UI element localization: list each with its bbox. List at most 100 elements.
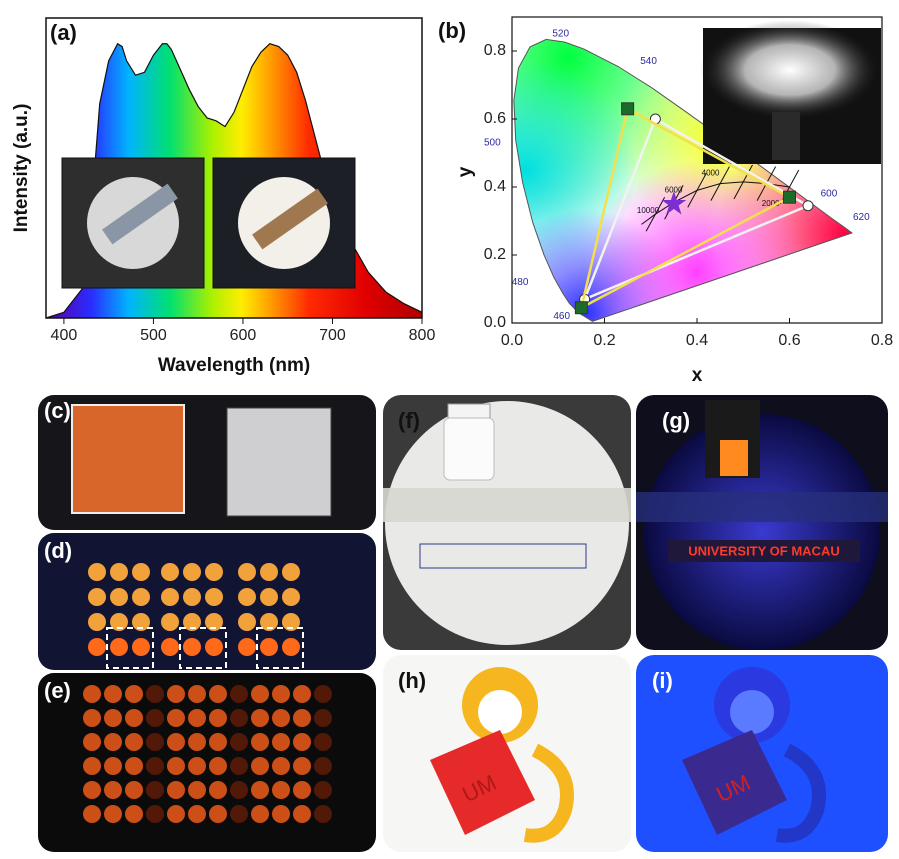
well: [104, 733, 122, 751]
x-axis-title: x: [692, 365, 703, 386]
well: [272, 733, 290, 751]
locus-label: 540: [640, 56, 657, 67]
y-tick-label: 0.4: [484, 178, 506, 195]
well: [125, 685, 143, 703]
well: [188, 709, 206, 727]
well: [83, 805, 101, 823]
well: [238, 563, 256, 581]
well: [209, 685, 227, 703]
well: [293, 709, 311, 727]
y-tick-label: 0.2: [484, 246, 506, 263]
figure: (c) (d) (e) (f) (g) (h) (i) UNIVERSITY O…: [0, 0, 899, 854]
well: [209, 733, 227, 751]
cie-blob: [586, 161, 808, 383]
well: [161, 638, 179, 656]
well: [238, 638, 256, 656]
inset-lamp: [772, 112, 800, 160]
well: [125, 805, 143, 823]
well: [167, 781, 185, 799]
well: [260, 563, 278, 581]
point: [575, 302, 587, 314]
panel-label: (a): [50, 20, 77, 45]
well: [251, 781, 269, 799]
well: [132, 638, 150, 656]
well: [251, 757, 269, 775]
well: [230, 781, 248, 799]
well: [146, 685, 164, 703]
well: [293, 781, 311, 799]
well: [272, 685, 290, 703]
page: (c) (d) (e) (f) (g) (h) (i) UNIVERSITY O…: [0, 0, 899, 859]
locus-label: 620: [853, 212, 870, 223]
well: [272, 709, 290, 727]
well: [293, 733, 311, 751]
well: [125, 733, 143, 751]
x-tick-label: 600: [230, 327, 257, 344]
well: [251, 805, 269, 823]
y-axis-title: Intensity (a.u.): [11, 104, 32, 233]
locus-label: 460: [553, 311, 570, 322]
locus-label: 600: [821, 188, 838, 199]
well: [188, 805, 206, 823]
well: [205, 638, 223, 656]
well: [238, 588, 256, 606]
well: [293, 685, 311, 703]
photo-d: [38, 533, 376, 670]
x-tick-label: 0.4: [686, 332, 708, 349]
cct-label: 10000: [637, 206, 660, 215]
inset-glow: [700, 20, 880, 120]
well: [272, 781, 290, 799]
y-axis-title: y: [455, 166, 476, 177]
well: [251, 733, 269, 751]
well: [205, 588, 223, 606]
well: [83, 685, 101, 703]
well: [293, 805, 311, 823]
panel-label: (f): [398, 408, 420, 433]
well: [88, 638, 106, 656]
well: [110, 588, 128, 606]
well: [230, 709, 248, 727]
cct-label: 4000: [702, 169, 720, 178]
well: [205, 563, 223, 581]
photo-f: [383, 395, 631, 650]
locus-label: 520: [552, 29, 569, 40]
panel-label: (c): [44, 398, 71, 423]
panel-label: (g): [662, 408, 690, 433]
photo-c: [38, 395, 376, 530]
panel-label: (e): [44, 678, 71, 703]
well: [282, 638, 300, 656]
well: [161, 588, 179, 606]
well: [272, 805, 290, 823]
well: [88, 563, 106, 581]
well: [314, 757, 332, 775]
well: [260, 588, 278, 606]
well: [146, 781, 164, 799]
well: [104, 781, 122, 799]
well: [104, 757, 122, 775]
well: [83, 709, 101, 727]
locus-label: 480: [512, 277, 529, 288]
locus-label: 500: [484, 137, 501, 148]
well: [146, 805, 164, 823]
well: [251, 709, 269, 727]
well: [167, 709, 185, 727]
well: [188, 733, 206, 751]
x-tick-label: 0.8: [871, 332, 893, 349]
well: [230, 685, 248, 703]
y-tick-label: 0.0: [484, 314, 506, 331]
well: [188, 685, 206, 703]
well: [230, 733, 248, 751]
x-tick-label: 500: [140, 327, 167, 344]
sign-text: UNIVERSITY OF MACAU: [688, 543, 839, 558]
point: [784, 191, 796, 203]
well: [282, 588, 300, 606]
well: [260, 638, 278, 656]
well: [230, 805, 248, 823]
panel-label: (d): [44, 538, 72, 563]
well: [183, 563, 201, 581]
well: [209, 709, 227, 727]
well: [125, 709, 143, 727]
well: [146, 733, 164, 751]
well: [230, 757, 248, 775]
well: [167, 685, 185, 703]
